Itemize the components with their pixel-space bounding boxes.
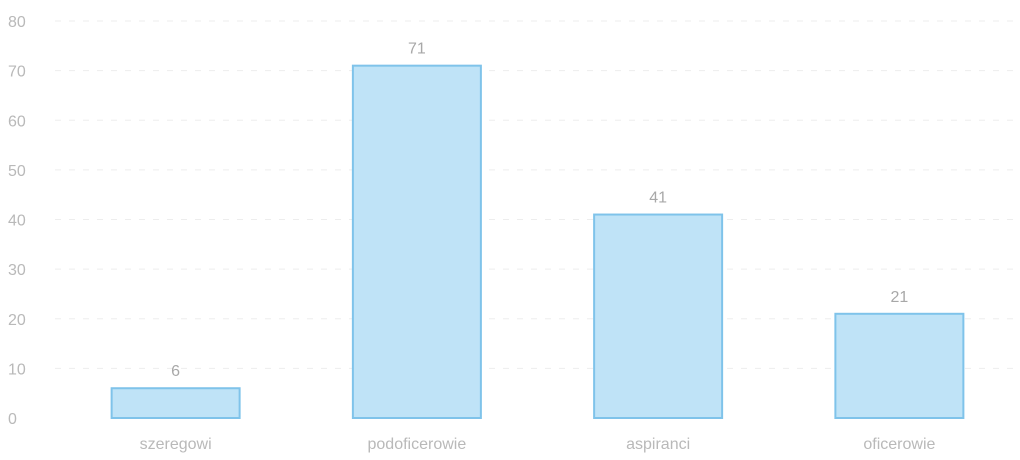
category-label: oficerowie (863, 436, 935, 453)
category-label: aspiranci (626, 436, 690, 453)
y-tick-label: 30 (8, 262, 26, 279)
y-tick-label: 50 (8, 163, 26, 180)
y-tick-label: 0 (8, 411, 17, 428)
data-label: 21 (890, 289, 908, 306)
data-label: 6 (171, 363, 180, 380)
x-axis-categories: szeregowi podoficerowie aspiranci oficerowi… (140, 436, 936, 453)
bar-szeregowi (110, 387, 241, 420)
data-labels: 6 71 41 21 (171, 41, 908, 381)
y-axis-ticks: 0 10 20 30 40 50 60 70 80 (8, 14, 26, 428)
y-tick-label: 20 (8, 312, 26, 329)
bar-aspiranci (593, 213, 724, 419)
y-tick-label: 70 (8, 64, 26, 81)
bar-podoficerowie (351, 64, 482, 419)
data-label: 71 (408, 41, 426, 58)
category-label: szeregowi (140, 436, 212, 453)
y-tick-label: 10 (8, 361, 26, 378)
data-label: 41 (649, 190, 667, 207)
y-tick-label: 40 (8, 213, 26, 230)
category-label: podoficerowie (368, 436, 467, 453)
y-tick-label: 80 (8, 14, 26, 31)
y-tick-label: 60 (8, 113, 26, 130)
bar-oficerowie (834, 312, 965, 420)
bars (110, 64, 965, 420)
